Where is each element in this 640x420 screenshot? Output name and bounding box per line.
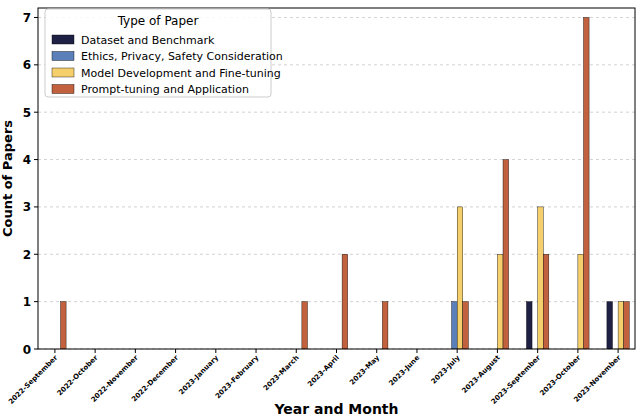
x-tick [54,349,55,353]
legend-label: Prompt-tuning and Application [81,83,249,96]
x-tick [577,349,578,353]
x-tick-label: 2023-May [348,353,381,386]
x-tick [336,349,337,353]
y-tick [34,159,38,160]
plot-frame [38,8,635,349]
legend-swatch [52,68,74,77]
legend-swatch [52,35,74,44]
bar [578,254,584,349]
bar [543,254,549,349]
x-tick-label: 2023-April [306,354,341,389]
bar [618,302,624,349]
bar [382,302,388,349]
chart-svg: 012345672022-September2022-October2022-N… [0,0,640,420]
y-tick [34,254,38,255]
x-tick-label: 2023-August [461,353,503,395]
x-tick [215,349,216,353]
x-tick [376,349,377,353]
chart-root: 012345672022-September2022-October2022-N… [0,0,640,420]
x-tick [256,349,257,353]
x-tick [457,349,458,353]
legend-swatch [52,52,74,61]
bar [452,302,458,349]
x-tick [537,349,538,353]
y-tick [34,206,38,207]
x-tick-label: 2023-March [262,354,301,393]
x-tick-label: 2022-December [130,353,180,403]
bar [302,302,308,349]
y-tick-label: 3 [23,200,31,214]
grid-line [38,112,635,113]
y-tick-label: 1 [23,295,31,309]
bar [342,254,348,349]
legend-label: Dataset and Benchmark [81,34,215,47]
bar [463,302,469,349]
bar [526,302,532,349]
y-tick-label: 7 [23,11,31,25]
x-tick-label: 2023-July [430,353,462,385]
bars [60,17,629,349]
legend: Type of Paper Dataset and Benchmark Ethics… [45,9,283,97]
x-tick [497,349,498,353]
bar [503,160,509,349]
y-tick [34,112,38,113]
bar [624,302,630,349]
legend-title: Type of Paper [117,14,199,28]
y-tick-label: 0 [23,343,31,357]
bar [583,17,589,349]
x-tick-label: 2023-September [490,353,543,406]
y-axis-label: Count of Papers [0,120,15,237]
legend-label: Ethics, Privacy, Safety Consideration [81,50,283,63]
y-tick-label: 4 [23,153,31,167]
y-tick [34,17,38,18]
x-axis-label: Year and Month [273,401,398,417]
bar [497,254,503,349]
x-tick [135,349,136,353]
bar [457,207,463,349]
grid-line [38,159,635,160]
bar [538,207,544,349]
legend-label: Model Development and Fine-tuning [81,67,281,80]
x-tick-label: 2023-February [214,353,261,400]
x-tick [618,349,619,353]
y-tick-label: 5 [23,106,31,120]
y-tick [34,64,38,65]
grid-line [38,206,635,207]
bar [607,302,613,349]
x-tick-label: 2023-June [388,354,422,388]
legend-swatch [52,85,74,94]
x-tick-label: 2023-October [539,353,583,397]
y-tick [34,301,38,302]
x-tick [175,349,176,353]
x-tick [296,349,297,353]
y-tick-label: 6 [23,58,31,72]
x-tick-label: 2022-September [7,353,60,406]
y-tick [34,349,38,350]
bar [60,302,66,349]
y-tick-label: 2 [23,248,31,262]
x-tick [416,349,417,353]
x-tick-label: 2023-November [572,353,623,404]
x-tick-label: 2023-January [178,353,221,396]
x-tick-label: 2022-October [56,353,100,397]
x-tick [95,349,96,353]
